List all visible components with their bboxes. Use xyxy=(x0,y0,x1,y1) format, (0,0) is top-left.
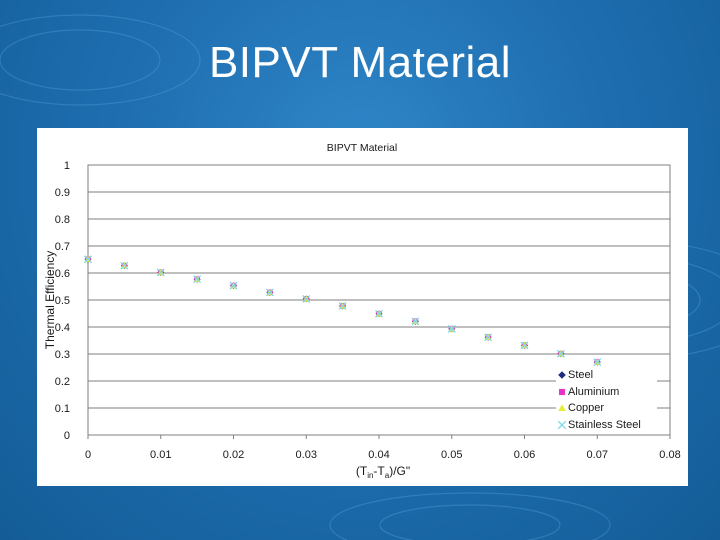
x-tick-label: 0.08 xyxy=(659,449,680,461)
x-tick-label: 0.05 xyxy=(441,449,462,461)
y-tick-label: 0.8 xyxy=(55,214,70,226)
y-tick-label: 0.2 xyxy=(55,376,70,388)
x-axis-label: (Tin-Ta)/G" xyxy=(356,464,410,480)
y-tick-label: 0.5 xyxy=(55,295,70,307)
legend-label: Steel xyxy=(568,369,594,382)
y-tick-label: 0.7 xyxy=(55,241,70,253)
chart-panel: 0 0.1 0.2 0.3 0.4 0.5 0.6 0.7 0.8 0.9 1 0 0.01 0.02 0.… xyxy=(37,128,688,486)
data-point-stainless-steel xyxy=(302,294,311,303)
legend-label: Aluminium xyxy=(568,385,620,398)
y-tick-label: 0.1 xyxy=(55,403,70,415)
legend-marker-icon xyxy=(557,420,566,430)
x-axis-label-subscript: a xyxy=(385,471,390,480)
x-axis-label-subscript: in xyxy=(367,471,373,480)
x-tick-label: 0.01 xyxy=(150,449,171,461)
x-axis-label-part: -T xyxy=(373,464,385,478)
data-point-stainless-steel xyxy=(411,317,420,326)
slide-title: BIPVT Material xyxy=(208,38,512,87)
chart-title: BIPVT Material xyxy=(327,142,397,154)
x-tick-label: 0.06 xyxy=(514,449,535,461)
data-point-stainless-steel xyxy=(193,275,202,284)
data-point-stainless-steel xyxy=(447,324,456,333)
y-tick-label: 0.3 xyxy=(55,349,70,361)
data-point-aluminium xyxy=(558,388,566,395)
legend-marker-icon xyxy=(558,388,566,395)
y-tick-label: 1 xyxy=(64,160,70,172)
tick-labels: 0 0.1 0.2 0.3 0.4 0.5 0.6 0.7 0.8 0.9 1 0 0.01 0.02 0.… xyxy=(55,160,681,461)
data-point-stainless-steel xyxy=(484,333,493,342)
data-point-stainless-steel xyxy=(593,358,602,367)
legend-marker-icon xyxy=(558,404,566,412)
legend-item: Copper xyxy=(556,400,657,417)
legend-label: Stainless Steel xyxy=(568,418,641,431)
data-point-stainless-steel xyxy=(557,420,566,430)
data-point-stainless-steel xyxy=(520,341,529,350)
data-point-copper xyxy=(558,404,566,412)
x-axis-label-part: (T xyxy=(356,464,368,478)
data-point-stainless-steel xyxy=(156,268,165,277)
y-tick-label: 0 xyxy=(64,430,70,442)
x-tick-label: 0 xyxy=(85,449,91,461)
x-tick-label: 0.04 xyxy=(368,449,389,461)
x-axis-label-part: )/G" xyxy=(389,464,410,478)
axes xyxy=(87,435,671,439)
y-tick-label: 0.4 xyxy=(55,322,70,334)
data-point-stainless-steel xyxy=(229,281,238,290)
data-point-stainless-steel xyxy=(375,309,383,318)
data-point-steel xyxy=(558,371,566,380)
y-tick-label: 0.6 xyxy=(55,268,70,280)
legend-item: Steel xyxy=(556,367,657,384)
data-point-stainless-steel xyxy=(84,255,92,264)
data-point-stainless-steel xyxy=(556,349,565,358)
x-tick-label: 0.07 xyxy=(587,449,608,461)
legend-item: Aluminium xyxy=(556,384,657,401)
data-point-stainless-steel xyxy=(265,288,274,297)
data-points xyxy=(84,255,602,367)
y-axis-label: Thermal Efficiency xyxy=(43,251,57,349)
legend-item: Stainless Steel xyxy=(556,417,657,434)
chart-legend: Steel Aluminium Copper Stainless Steel xyxy=(556,367,657,433)
x-tick-label: 0.02 xyxy=(223,449,244,461)
data-point-stainless-steel xyxy=(338,301,347,310)
x-tick-label: 0.03 xyxy=(296,449,317,461)
legend-label: Copper xyxy=(568,402,605,415)
legend-marker-icon xyxy=(558,371,566,380)
data-point-stainless-steel xyxy=(120,261,129,270)
y-tick-label: 0.9 xyxy=(55,187,70,199)
